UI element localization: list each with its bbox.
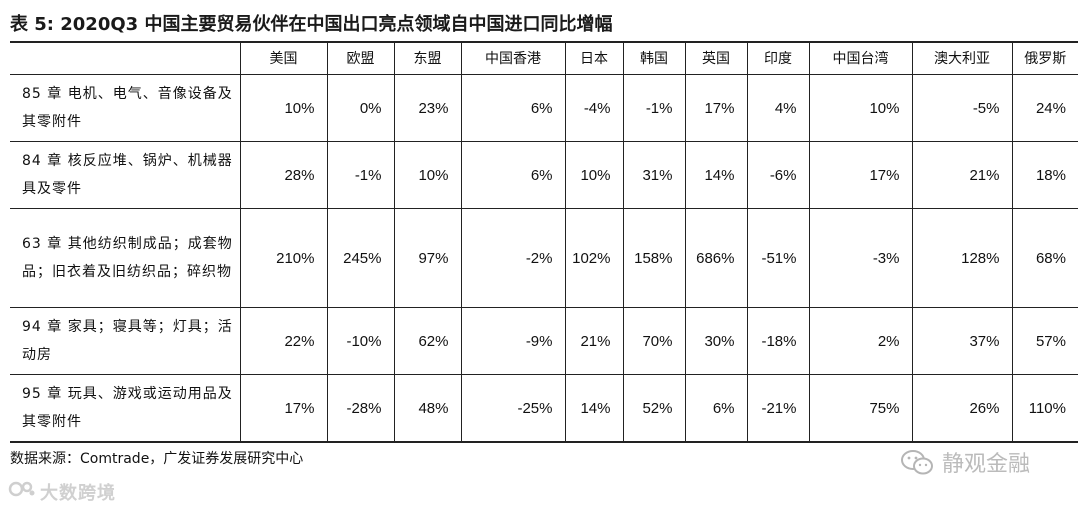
table-cell: 6% — [685, 374, 748, 443]
table-cell: 97% — [394, 208, 462, 308]
column-header: 中国台湾 — [809, 42, 913, 75]
column-header: 俄罗斯 — [1012, 42, 1078, 75]
table-cell: 68% — [1012, 208, 1078, 308]
trade-table: 美国 欧盟 东盟 中国香港 日本 韩国 英国 印度 中国台湾 澳大利亚 俄罗斯 … — [10, 42, 1078, 443]
table-cell: 57% — [1012, 307, 1078, 375]
table-cell: -5% — [912, 74, 1013, 142]
table-cell: 10% — [240, 74, 328, 142]
table-cell: 17% — [685, 74, 748, 142]
table-cell: 6% — [461, 141, 566, 209]
row-label: 84 章 核反应堆、锅炉、机械器具及零件 — [10, 141, 241, 209]
table-cell: 18% — [1012, 141, 1078, 209]
table-cell: 10% — [809, 74, 913, 142]
table-cell: 48% — [394, 374, 462, 443]
table-cell: 24% — [1012, 74, 1078, 142]
column-header: 日本 — [565, 42, 624, 75]
table-cell: 28% — [240, 141, 328, 209]
table-cell: 37% — [912, 307, 1013, 375]
column-header: 欧盟 — [327, 42, 395, 75]
header-corner — [10, 42, 241, 75]
table-cell: 10% — [565, 141, 624, 209]
table-cell: -21% — [747, 374, 810, 443]
table-cell: 62% — [394, 307, 462, 375]
row-label: 94 章 家具；寝具等；灯具；活动房 — [10, 307, 241, 375]
table-cell: 17% — [240, 374, 328, 443]
table-cell: -25% — [461, 374, 566, 443]
table-cell: 4% — [747, 74, 810, 142]
table-cell: 31% — [623, 141, 686, 209]
table-cell: -51% — [747, 208, 810, 308]
table-cell: 70% — [623, 307, 686, 375]
watermark-left: 大数跨境 — [8, 478, 116, 505]
table-cell: 22% — [240, 307, 328, 375]
column-header: 澳大利亚 — [912, 42, 1013, 75]
table-cell: 26% — [912, 374, 1013, 443]
table-cell: -18% — [747, 307, 810, 375]
watermark-right-text: 静观金融 — [942, 452, 1031, 477]
table-cell: 0% — [327, 74, 395, 142]
row-label: 85 章 电机、电气、音像设备及其零附件 — [10, 74, 241, 142]
table-cell: 14% — [565, 374, 624, 443]
wechat-icon — [900, 449, 934, 475]
table-cell: 52% — [623, 374, 686, 443]
table-cell: 686% — [685, 208, 748, 308]
column-header: 印度 — [747, 42, 810, 75]
row-label: 63 章 其他纺织制成品；成套物品；旧衣着及旧纺织品；碎织物 — [10, 208, 241, 308]
row-label: 95 章 玩具、游戏或运动用品及其零附件 — [10, 374, 241, 443]
brand-logo-icon — [8, 478, 36, 505]
table-cell: 6% — [461, 74, 566, 142]
column-header: 中国香港 — [461, 42, 566, 75]
column-header: 英国 — [685, 42, 748, 75]
table-cell: -1% — [327, 141, 395, 209]
table-cell: -4% — [565, 74, 624, 142]
column-header: 韩国 — [623, 42, 686, 75]
table-cell: -28% — [327, 374, 395, 443]
table-cell: 102% — [565, 208, 624, 308]
source-note: 数据来源：Comtrade，广发证券发展研究中心 — [10, 451, 304, 467]
table-cell: 128% — [912, 208, 1013, 308]
table-cell: 21% — [912, 141, 1013, 209]
table-cell: 21% — [565, 307, 624, 375]
table-cell: 14% — [685, 141, 748, 209]
table-cell: -10% — [327, 307, 395, 375]
table-row: 95 章 玩具、游戏或运动用品及其零附件 17% -28% 48% -25% 1… — [10, 374, 1078, 443]
table-cell: 245% — [327, 208, 395, 308]
table-row: 85 章 电机、电气、音像设备及其零附件 10% 0% 23% 6% -4% -… — [10, 74, 1078, 142]
table-row: 84 章 核反应堆、锅炉、机械器具及零件 28% -1% 10% 6% 10% … — [10, 141, 1078, 209]
table-cell: -2% — [461, 208, 566, 308]
table-cell: 2% — [809, 307, 913, 375]
watermark-right: 静观金融 — [900, 446, 1030, 478]
table-row: 94 章 家具；寝具等；灯具；活动房 22% -10% 62% -9% 21% … — [10, 307, 1078, 375]
table-cell: -6% — [747, 141, 810, 209]
table-title: 表 5: 2020Q3 中国主要贸易伙伴在中国出口亮点领域自中国进口同比增幅 — [10, 14, 613, 35]
header-row: 美国 欧盟 东盟 中国香港 日本 韩国 英国 印度 中国台湾 澳大利亚 俄罗斯 — [10, 42, 1078, 75]
table-cell: 210% — [240, 208, 328, 308]
table-cell: 23% — [394, 74, 462, 142]
table-cell: 30% — [685, 307, 748, 375]
table-row: 63 章 其他纺织制成品；成套物品；旧衣着及旧纺织品；碎织物 210% 245%… — [10, 208, 1078, 308]
table-cell: 158% — [623, 208, 686, 308]
table-cell: -9% — [461, 307, 566, 375]
watermark-left-text: 大数跨境 — [40, 482, 116, 504]
table-cell: 17% — [809, 141, 913, 209]
column-header: 东盟 — [394, 42, 462, 75]
table-cell: -1% — [623, 74, 686, 142]
table-cell: -3% — [809, 208, 913, 308]
column-header: 美国 — [240, 42, 328, 75]
table-cell: 10% — [394, 141, 462, 209]
table-cell: 75% — [809, 374, 913, 443]
table-cell: 110% — [1012, 374, 1078, 443]
